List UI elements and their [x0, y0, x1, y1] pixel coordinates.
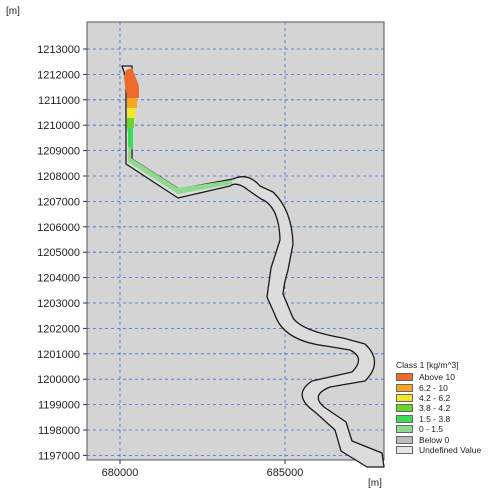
legend-swatch	[396, 383, 413, 392]
legend-item: Below 0	[396, 434, 492, 445]
y-tick-label: 1207000	[37, 196, 80, 208]
legend-items: Above 10 6.2 - 10 4.2 - 6.2 3.8 - 4.2 1.5 - …	[396, 372, 492, 455]
y-tick-labels: 1213000 1212000 1211000 1210000 1209000 12080…	[37, 44, 87, 462]
legend-swatch	[396, 404, 413, 413]
y-tick-label: 1201000	[37, 349, 80, 361]
x-axis-unit: [m]	[368, 478, 382, 489]
legend-item: 6.2 - 10	[396, 382, 492, 393]
concentration-6-10-zone	[127, 96, 137, 108]
legend-label: 3.8 - 4.2	[419, 403, 451, 414]
y-tick-label: 1204000	[37, 273, 80, 285]
y-tick-label: 1211000	[38, 95, 80, 107]
legend-label: 0 - 1.5	[419, 424, 444, 435]
y-tick-label: 1197000	[38, 450, 80, 462]
y-tick-label: 1200000	[37, 374, 80, 386]
legend-item: Undefined Value	[396, 445, 492, 455]
legend-item: 0 - 1.5	[396, 424, 492, 434]
legend-item: 3.8 - 4.2	[396, 403, 492, 413]
legend-swatch	[396, 414, 413, 423]
legend-label: Below 0	[419, 434, 450, 445]
legend-item: 4.2 - 6.2	[396, 393, 492, 403]
legend-swatch	[396, 393, 413, 402]
y-tick-label: 1202000	[37, 323, 80, 335]
y-tick-label: 1209000	[37, 146, 80, 158]
legend-item: 1.5 - 3.8	[396, 414, 492, 424]
legend-swatch	[396, 445, 413, 454]
river-channel	[121, 65, 385, 468]
y-tick-label: 1205000	[37, 247, 80, 259]
concentration-above-10-zone	[124, 68, 139, 98]
y-axis-unit: [m]	[6, 6, 20, 17]
x-tick-label: 680000	[102, 467, 139, 479]
legend-label: Above 10	[419, 372, 455, 383]
concentration-mid-zone	[127, 126, 133, 150]
y-tick-label: 1199000	[38, 400, 80, 412]
legend-title: Class 1 [kg/m^3]	[396, 360, 459, 370]
legend-label: 4.2 - 6.2	[419, 392, 451, 403]
y-tick-label: 1198000	[38, 425, 80, 437]
legend: Class 1 [kg/m^3] Above 10 6.2 - 10 4.2 - 6…	[396, 360, 492, 455]
y-tick-label: 1206000	[37, 222, 80, 234]
y-tick-label: 1208000	[37, 171, 80, 183]
y-tick-label: 1210000	[37, 120, 80, 132]
legend-label: 6.2 - 10	[419, 382, 448, 393]
legend-item: Above 10	[396, 372, 492, 382]
y-tick-label: 1212000	[37, 69, 80, 81]
y-tick-label: 1213000	[37, 44, 80, 56]
legend-label: 1.5 - 3.8	[419, 413, 451, 424]
legend-swatch	[396, 435, 413, 444]
legend-swatch	[396, 425, 413, 434]
x-tick-label: 685000	[267, 467, 304, 479]
x-tick-labels: 680000 685000	[102, 460, 304, 479]
legend-label: Undefined Value	[419, 444, 482, 455]
y-tick-label: 1203000	[37, 298, 80, 310]
legend-swatch	[396, 373, 413, 382]
